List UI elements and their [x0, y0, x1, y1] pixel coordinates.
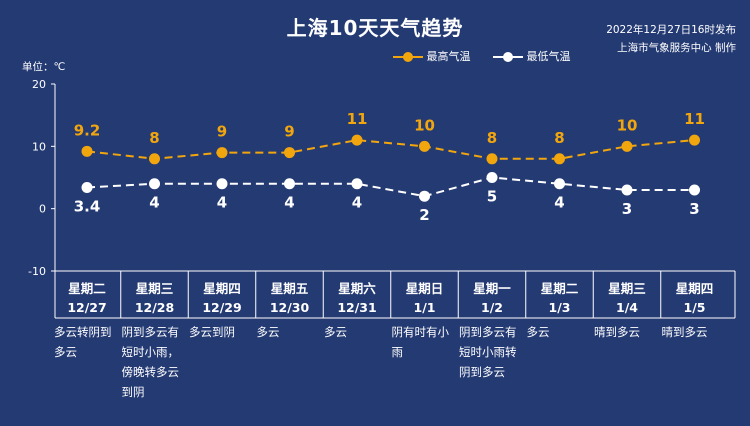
point-high	[689, 134, 700, 146]
weekday-label: 星期四	[676, 281, 714, 296]
y-tick-label: 0	[39, 203, 46, 216]
data-label-high: 9.2	[74, 121, 101, 139]
date-label: 1/2	[481, 300, 503, 315]
data-label-low: 3.4	[74, 197, 101, 215]
publish-date: 2022年12月27日16时发布	[606, 24, 736, 36]
date-label: 12/28	[135, 300, 174, 315]
data-label-high: 9	[284, 123, 294, 141]
y-tick-label: 10	[32, 140, 46, 153]
data-label-low: 4	[284, 194, 294, 212]
weekday-label: 星期一	[473, 281, 511, 296]
data-label-high: 11	[347, 110, 368, 128]
point-low	[689, 184, 700, 196]
publisher: 上海市气象服务中心 制作	[617, 42, 736, 54]
data-label-low: 4	[149, 194, 159, 212]
data-label-low: 3	[689, 200, 699, 218]
point-high	[284, 147, 295, 159]
point-high	[486, 153, 498, 165]
weather-description: 阴到多云有短时小雨转阴到多云	[459, 325, 517, 379]
data-label-low: 4	[217, 194, 227, 212]
weekday-label: 星期日	[406, 281, 444, 296]
weekday-label: 星期二	[68, 281, 106, 296]
legend-high-marker	[393, 52, 423, 62]
point-high	[419, 140, 430, 152]
legend-item-low: 最低气温	[493, 48, 571, 64]
point-low	[284, 178, 295, 190]
data-label-high: 10	[414, 116, 435, 134]
legend-high-label: 最高气温	[426, 50, 471, 63]
point-high	[554, 153, 565, 165]
date-label: 12/29	[202, 300, 241, 315]
point-low	[149, 178, 160, 190]
data-label-high: 8	[487, 129, 497, 147]
point-low	[351, 178, 363, 190]
series-line-low	[86, 176, 695, 198]
weather-description: 多云转阴到多云	[54, 325, 112, 359]
point-high	[621, 140, 633, 152]
point-low	[621, 184, 633, 196]
weather-description: 晴到多云	[661, 325, 708, 339]
point-low	[81, 181, 93, 193]
legend-item-high: 最高气温	[393, 48, 471, 64]
weekday-label: 星期四	[203, 281, 241, 296]
date-label: 12/30	[270, 300, 310, 315]
point-high	[216, 147, 228, 159]
point-high	[149, 153, 160, 165]
point-low	[216, 178, 228, 190]
date-label: 12/31	[337, 300, 376, 315]
data-label-high: 9	[217, 123, 227, 141]
series-line-high	[86, 139, 695, 160]
date-label: 1/5	[684, 300, 706, 315]
data-label-low: 4	[352, 194, 362, 212]
weather-description: 多云	[324, 325, 347, 339]
weather-description: 多云	[256, 325, 280, 339]
point-low	[419, 190, 430, 202]
weekday-label: 星期三	[136, 281, 174, 296]
data-label-high: 8	[149, 129, 159, 147]
date-label: 1/1	[414, 300, 436, 315]
data-label-low: 3	[622, 200, 632, 218]
y-tick-label: -10	[28, 265, 46, 278]
page-title: 上海10天天气趋势	[286, 16, 464, 40]
weather-description: 多云到阴	[189, 325, 235, 339]
data-label-low: 4	[554, 194, 564, 212]
weather-description: 晴到多云	[594, 325, 640, 339]
data-label-low: 2	[419, 206, 429, 224]
date-label: 12/27	[67, 300, 106, 315]
weekday-label: 星期六	[338, 281, 376, 296]
weather-description: 阴有时有小雨	[391, 325, 450, 359]
point-low	[486, 172, 498, 183]
date-label: 1/4	[616, 300, 638, 315]
y-tick-label: 20	[32, 78, 46, 91]
legend-low-marker	[493, 52, 523, 62]
unit-label: 单位：℃	[22, 61, 66, 73]
point-low	[554, 178, 565, 190]
weather-description: 阴到多云有短时小雨，傍晚转多云到阴	[121, 325, 180, 399]
legend-low-label: 最低气温	[526, 50, 571, 63]
point-high	[81, 145, 93, 157]
point-high	[351, 134, 363, 146]
weekday-label: 星期二	[541, 281, 579, 296]
weekday-label: 星期五	[271, 281, 309, 296]
date-label: 1/3	[549, 300, 571, 315]
data-label-low: 5	[487, 188, 497, 206]
weather-description: 多云	[526, 325, 550, 339]
weekday-label: 星期三	[608, 281, 646, 296]
data-label-high: 10	[617, 116, 638, 134]
data-label-high: 11	[684, 110, 705, 128]
data-label-high: 8	[554, 129, 564, 147]
